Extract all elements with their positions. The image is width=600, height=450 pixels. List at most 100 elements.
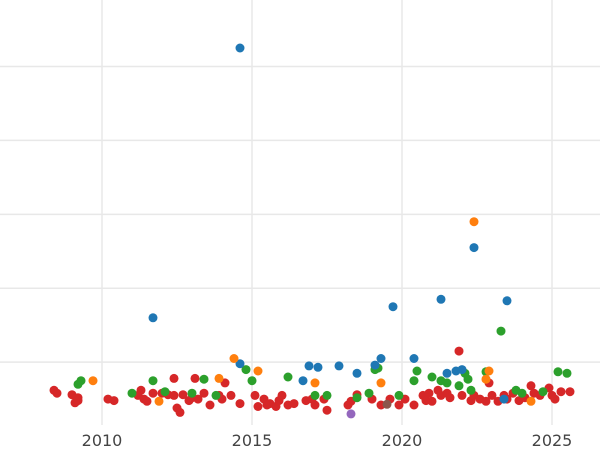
data-point xyxy=(253,366,263,376)
data-point xyxy=(322,390,332,400)
data-point xyxy=(346,409,356,419)
data-point xyxy=(352,368,362,378)
data-point xyxy=(517,388,527,398)
data-point xyxy=(364,388,374,398)
x-axis-ticks: 2010 2015 2020 2025 xyxy=(82,431,573,450)
data-point xyxy=(193,394,203,404)
data-point xyxy=(484,366,494,376)
data-point xyxy=(409,376,419,386)
data-point xyxy=(565,387,575,397)
data-point xyxy=(127,388,137,398)
data-point xyxy=(226,390,236,400)
data-point xyxy=(175,407,185,417)
data-point xyxy=(481,374,491,384)
data-point xyxy=(187,388,197,398)
data-point xyxy=(88,376,98,386)
data-point xyxy=(235,359,245,369)
x-tick-label: 2025 xyxy=(532,431,573,450)
data-point xyxy=(76,376,86,386)
data-points xyxy=(49,43,575,419)
data-point xyxy=(394,390,404,400)
data-point xyxy=(427,396,437,406)
data-point xyxy=(190,373,200,383)
data-point xyxy=(454,381,464,391)
data-point xyxy=(289,399,299,409)
data-point xyxy=(73,396,83,406)
data-point xyxy=(487,390,497,400)
data-point xyxy=(148,313,158,323)
data-point xyxy=(199,388,209,398)
data-point xyxy=(148,388,158,398)
data-point xyxy=(409,400,419,410)
data-point xyxy=(247,376,257,386)
data-point xyxy=(169,373,179,383)
data-point xyxy=(436,294,446,304)
data-point xyxy=(427,372,437,382)
data-point xyxy=(235,399,245,409)
data-point xyxy=(499,394,509,404)
data-point xyxy=(109,396,119,406)
data-point xyxy=(445,393,455,403)
x-tick-label: 2020 xyxy=(382,431,423,450)
data-point xyxy=(298,376,308,386)
data-point xyxy=(160,387,170,397)
data-point xyxy=(370,360,380,370)
data-point xyxy=(214,373,224,383)
data-point xyxy=(142,396,152,406)
data-point xyxy=(442,368,452,378)
data-point xyxy=(526,381,536,391)
data-point xyxy=(463,374,473,384)
data-point xyxy=(526,396,536,406)
data-point xyxy=(199,374,209,384)
data-point xyxy=(313,362,323,372)
data-point xyxy=(409,354,419,363)
data-point xyxy=(283,372,293,382)
data-point xyxy=(538,387,548,397)
data-point xyxy=(553,367,563,377)
data-point xyxy=(277,390,287,400)
plot-background xyxy=(0,0,600,425)
data-point xyxy=(376,354,386,363)
data-point xyxy=(382,399,392,409)
data-point xyxy=(457,365,467,375)
data-point xyxy=(412,366,422,376)
data-point xyxy=(205,400,215,410)
data-point xyxy=(136,385,146,395)
grid xyxy=(0,0,600,425)
data-point xyxy=(550,394,560,404)
data-point xyxy=(310,400,320,410)
data-point xyxy=(310,378,320,388)
data-point xyxy=(388,302,398,312)
data-point xyxy=(304,361,314,371)
data-point xyxy=(169,390,179,400)
data-point xyxy=(235,43,245,53)
data-point xyxy=(556,387,566,397)
data-point xyxy=(178,390,188,400)
data-point xyxy=(562,368,572,378)
data-point xyxy=(52,388,62,398)
data-point xyxy=(211,390,221,400)
data-point xyxy=(394,400,404,410)
data-point xyxy=(454,346,464,356)
data-point xyxy=(469,243,479,253)
data-point xyxy=(241,365,251,375)
data-point xyxy=(457,390,467,400)
data-point xyxy=(424,388,434,398)
data-point xyxy=(442,378,452,388)
data-point xyxy=(334,361,344,371)
data-point xyxy=(469,217,479,227)
data-point xyxy=(250,390,260,400)
data-point xyxy=(229,354,239,363)
data-point xyxy=(496,326,506,336)
data-point xyxy=(148,376,158,386)
data-point xyxy=(322,405,332,415)
data-point xyxy=(310,390,320,400)
data-point xyxy=(352,393,362,403)
data-point xyxy=(466,385,476,395)
data-point xyxy=(154,396,164,406)
data-point xyxy=(376,378,386,388)
data-point xyxy=(481,396,491,406)
data-point xyxy=(502,296,512,306)
x-tick-label: 2010 xyxy=(82,431,123,450)
